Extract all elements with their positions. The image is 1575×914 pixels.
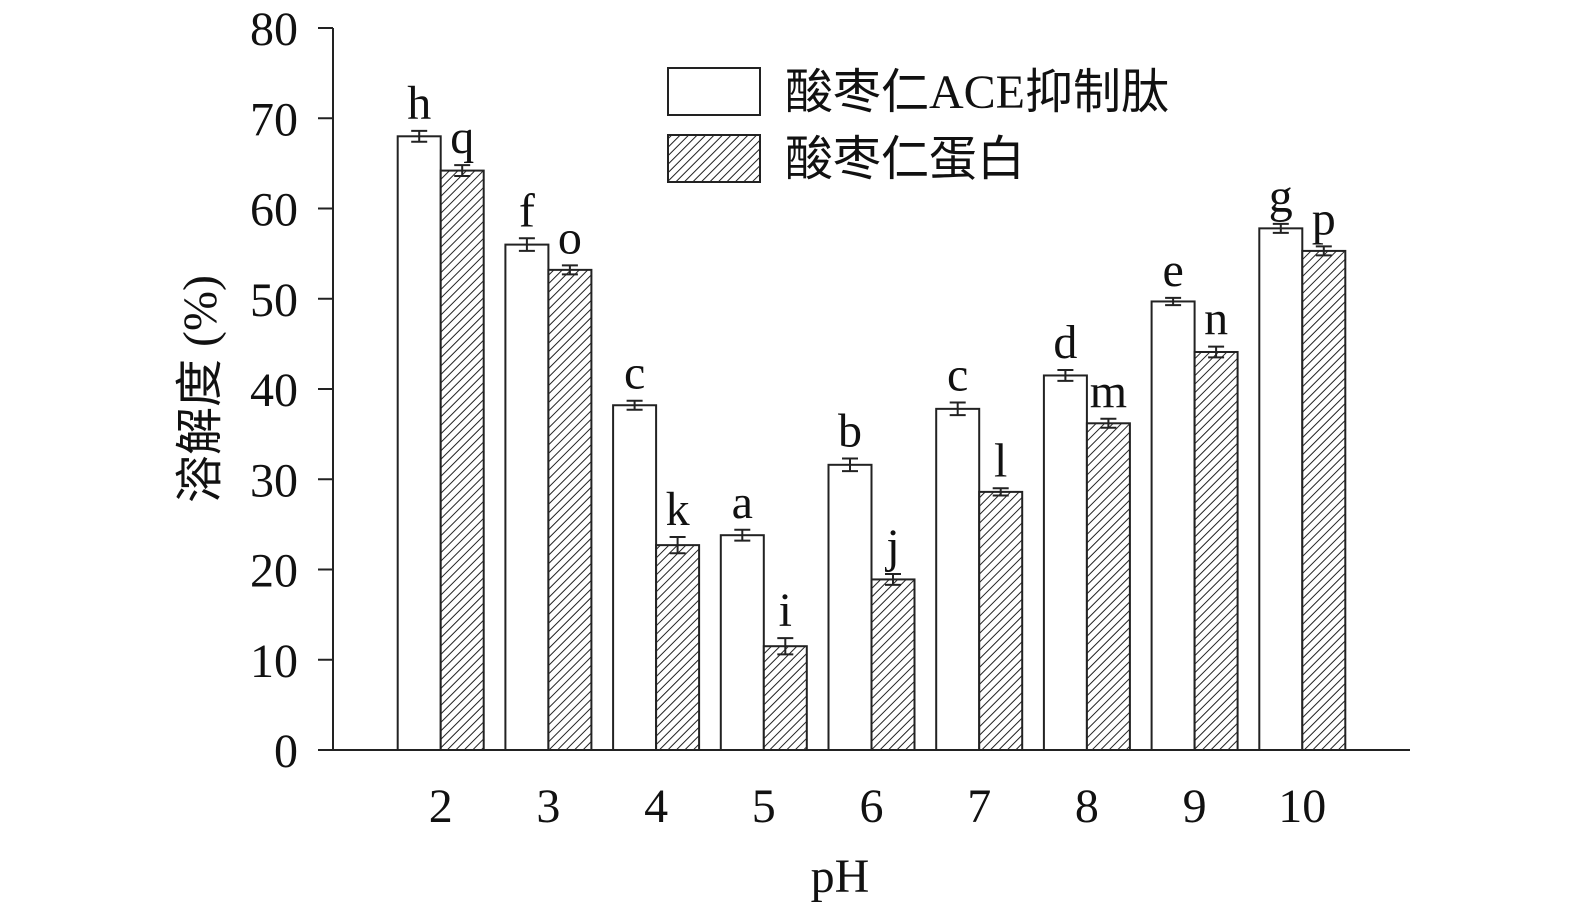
x-tick-label: 6	[860, 780, 884, 833]
error-bar	[669, 536, 686, 555]
annotation: d	[1053, 316, 1077, 369]
annotation: m	[1090, 365, 1127, 418]
bar	[439, 169, 485, 752]
bar	[870, 578, 916, 751]
annotation: h	[407, 77, 431, 130]
annotation: j	[884, 520, 899, 573]
bar	[612, 404, 658, 751]
bar	[1301, 249, 1347, 751]
x-tick-label: 5	[752, 780, 776, 833]
bar	[1042, 374, 1088, 751]
annotation: c	[624, 347, 645, 400]
error-bar	[1315, 245, 1332, 257]
annotation: c	[947, 349, 968, 402]
bar	[655, 544, 701, 751]
y-tick-label: 50	[250, 274, 298, 327]
error-bar	[411, 129, 428, 143]
bar	[1193, 350, 1239, 751]
error-bar	[949, 401, 966, 417]
annotation: q	[450, 111, 474, 164]
bar	[1150, 300, 1196, 751]
annotation: g	[1269, 170, 1293, 223]
error-bar	[992, 487, 1009, 497]
annotation: f	[519, 184, 535, 237]
error-bar	[1165, 296, 1182, 307]
legend-swatch	[667, 67, 761, 116]
y-axis-label: 溶解度 (%)	[174, 275, 227, 503]
error-bar	[885, 573, 901, 586]
y-tick-label: 30	[250, 454, 298, 507]
bar	[935, 407, 981, 751]
y-tick-label: 70	[250, 93, 298, 146]
y-tick-label: 60	[250, 184, 298, 237]
error-bar	[1272, 222, 1289, 234]
x-tick-label: 10	[1278, 780, 1326, 833]
error-bar	[626, 399, 643, 411]
bar	[1258, 227, 1304, 752]
bar	[396, 135, 442, 752]
legend-swatch	[667, 134, 761, 183]
annotation: a	[732, 476, 753, 529]
error-bar	[561, 264, 578, 276]
y-tick-label: 20	[250, 545, 298, 598]
error-bar	[842, 457, 858, 473]
annotation: o	[558, 211, 582, 264]
annotation: i	[779, 584, 792, 637]
annotation: e	[1162, 244, 1183, 297]
error-bar	[518, 237, 535, 252]
bar	[978, 490, 1024, 751]
x-tick-label: 7	[967, 780, 991, 833]
legend-label: 酸枣仁ACE抑制肽	[785, 66, 1169, 119]
x-tick-label: 9	[1183, 780, 1207, 833]
annotation: l	[994, 434, 1007, 487]
error-bar	[1057, 369, 1074, 382]
annotation: b	[838, 404, 862, 457]
bar	[719, 534, 765, 752]
annotation: k	[666, 483, 690, 536]
annotation: p	[1312, 192, 1336, 245]
bar	[547, 268, 593, 751]
bar	[504, 243, 550, 751]
x-tick-label: 2	[429, 780, 453, 833]
y-tick-label: 40	[250, 364, 298, 417]
bar	[827, 463, 873, 751]
error-bar	[1100, 417, 1117, 429]
error-bar	[1208, 345, 1225, 359]
bar	[762, 645, 808, 752]
annotation: n	[1204, 293, 1228, 346]
x-tick-label: 8	[1075, 780, 1099, 833]
y-tick-label: 0	[274, 725, 298, 778]
y-tick-label: 80	[250, 3, 298, 56]
x-tick-label: 4	[644, 780, 668, 833]
error-bar	[734, 528, 751, 542]
bar	[1085, 422, 1131, 751]
legend-label: 酸枣仁蛋白	[785, 133, 1025, 186]
error-bar	[777, 637, 794, 656]
x-tick-label: 3	[536, 780, 560, 833]
y-tick-label: 10	[250, 635, 298, 688]
x-axis-label: pH	[811, 850, 870, 903]
error-bar	[454, 164, 471, 178]
